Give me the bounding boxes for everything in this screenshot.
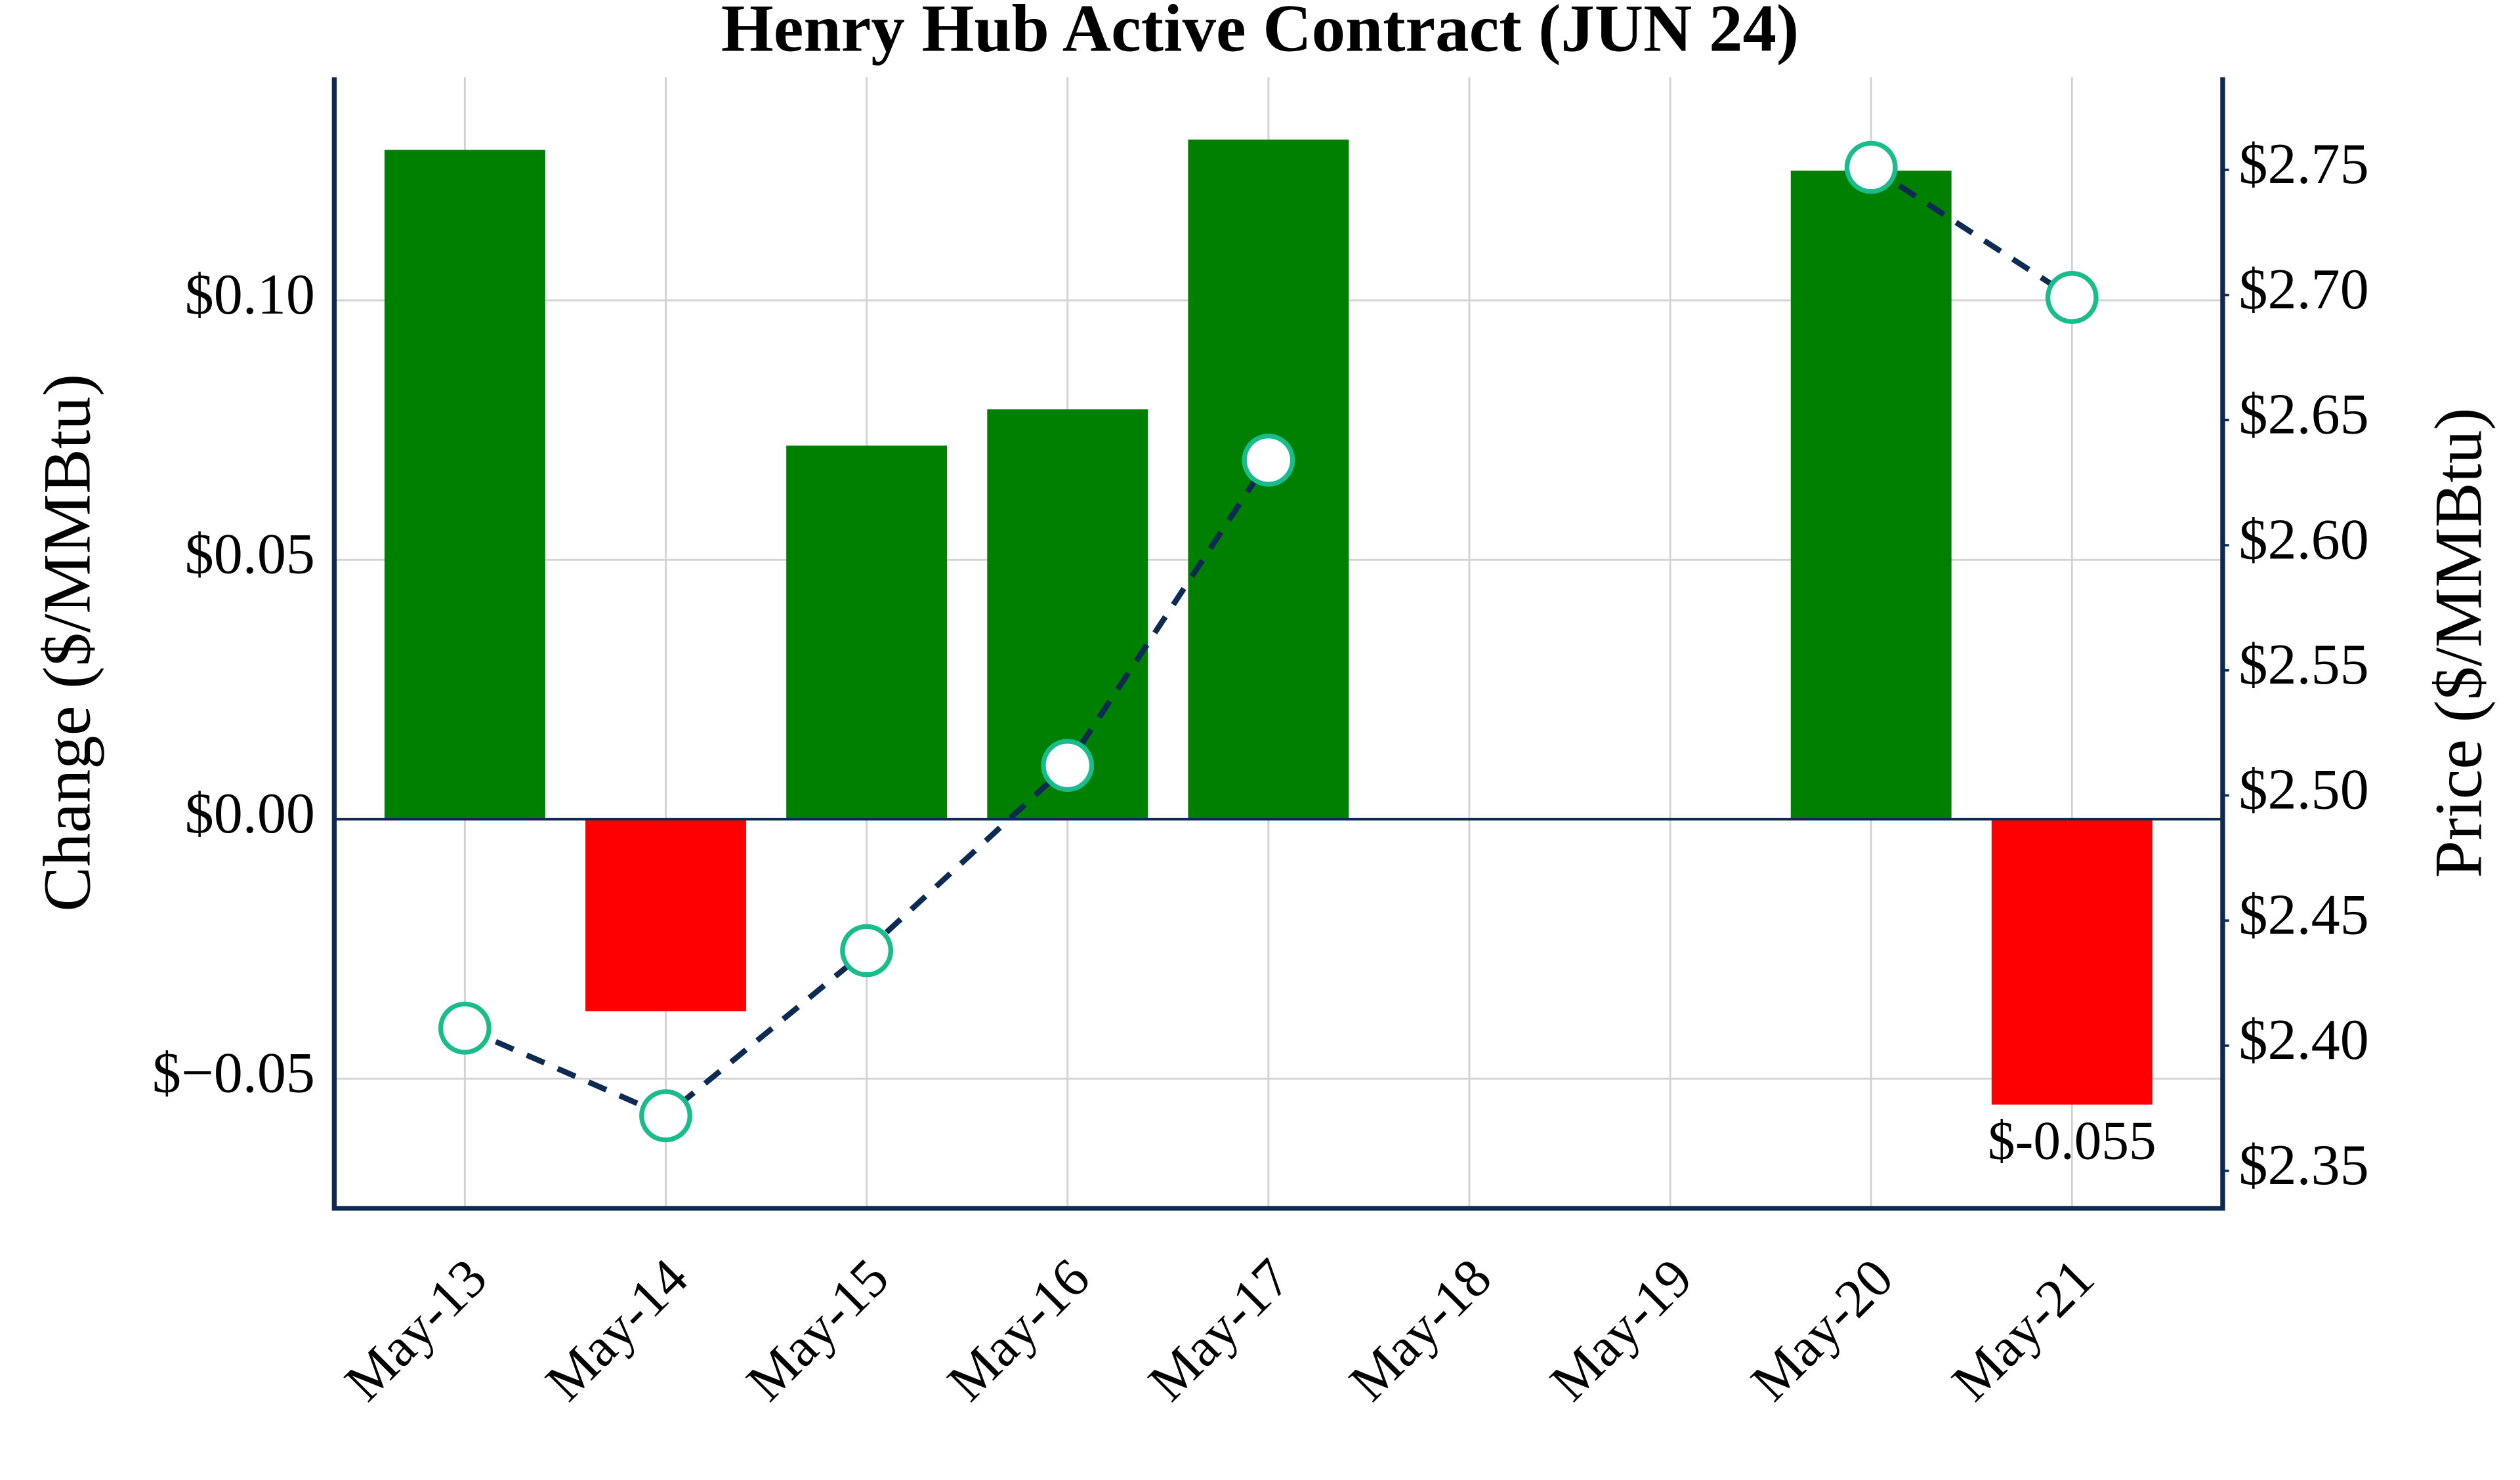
y-axis-label: Change ($/MMBtu)	[30, 374, 104, 912]
x-tick-label: May-21	[1941, 1248, 2105, 1412]
bar	[384, 150, 545, 819]
bar	[585, 819, 746, 1012]
marker	[840, 924, 894, 977]
y2-tick-label: $2.45	[2238, 882, 2368, 947]
bar	[786, 445, 948, 819]
y2-tick-label: $2.60	[2238, 507, 2368, 571]
x-tick-label: May-14	[534, 1248, 699, 1412]
y2-tick-label: $2.70	[2238, 257, 2368, 321]
chart-title: Henry Hub Active Contract (JUN 24)	[721, 0, 1799, 66]
marker	[639, 1089, 692, 1143]
value-label: $-0.055	[1988, 1111, 2156, 1171]
bar	[1991, 819, 2152, 1105]
y-tick-label: $0.00	[185, 781, 315, 846]
x-tick-label: May-20	[1740, 1248, 1904, 1412]
axis-frame	[331, 77, 2225, 1211]
marker	[1242, 433, 1295, 487]
y2-tick-label: $2.75	[2238, 132, 2368, 196]
marker	[1041, 739, 1095, 792]
y2-tick-label: $2.55	[2238, 632, 2368, 697]
y2-axis-label: Price ($/MMBtu)	[2421, 407, 2496, 878]
y2-tick-label: $2.50	[2238, 758, 2368, 822]
x-tick-label: May-16	[936, 1248, 1101, 1412]
y2-tick-label: $2.35	[2238, 1133, 2368, 1197]
x-tick-label: May-19	[1539, 1248, 1704, 1412]
x-tick-label: May-17	[1137, 1248, 1302, 1412]
x-tick-label: May-18	[1338, 1248, 1503, 1412]
marker	[2045, 271, 2099, 324]
x-tick-label: May-13	[333, 1248, 498, 1412]
y2-tick-label: $2.65	[2238, 382, 2368, 447]
y-tick-label: $0.10	[185, 262, 315, 327]
y-tick-label: $0.05	[185, 522, 315, 586]
x-tick-label: May-15	[736, 1248, 900, 1412]
marker	[438, 1001, 492, 1055]
y-tick-label: $−0.05	[152, 1040, 315, 1105]
bar	[1790, 171, 1952, 819]
y2-tick-label: $2.40	[2238, 1008, 2368, 1072]
marker	[1844, 140, 1898, 194]
